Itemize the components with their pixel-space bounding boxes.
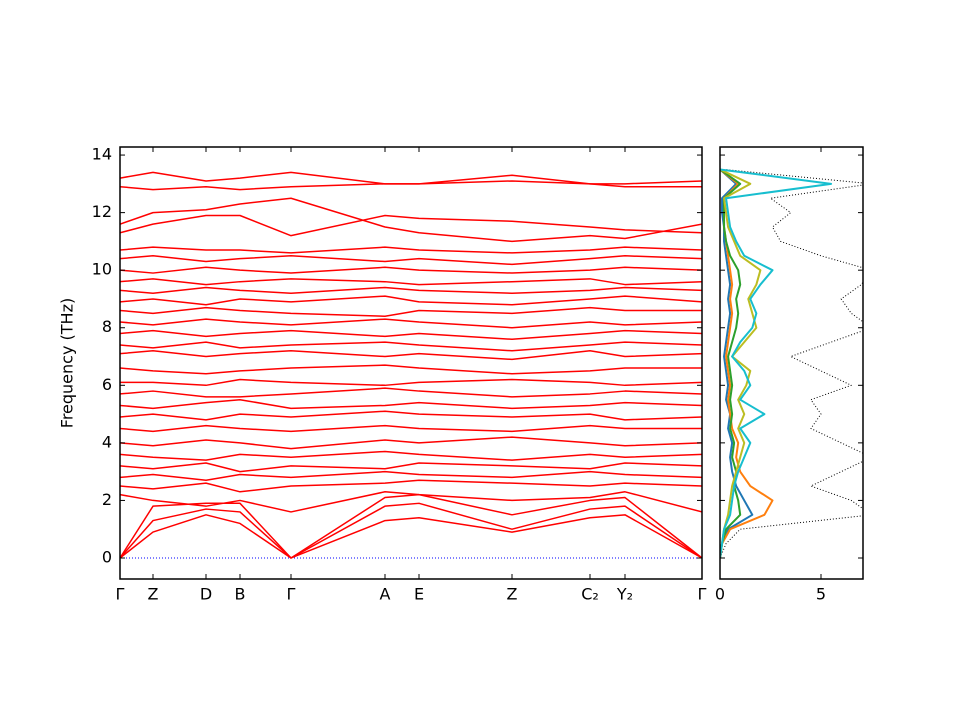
x-tick-label: 5 — [816, 585, 826, 604]
band-line — [120, 491, 702, 513]
band-line — [120, 214, 702, 237]
x-tick-label: Γ — [116, 585, 125, 604]
x-tick-label: B — [235, 585, 246, 604]
band-line — [120, 350, 702, 361]
band-line — [120, 424, 702, 433]
x-tick-label: Γ — [287, 585, 296, 604]
axes-frame — [719, 146, 864, 580]
band-line — [120, 329, 702, 341]
band-line — [120, 306, 702, 317]
y-tick-label: 10 — [92, 260, 112, 279]
dos-line — [720, 168, 742, 559]
band-line — [120, 479, 702, 493]
x-tick-label: D — [200, 585, 212, 604]
band-line — [120, 410, 702, 421]
x-tick-label: C₂ — [581, 585, 599, 604]
dos-line — [720, 168, 762, 559]
y-tick-label: 14 — [92, 145, 112, 164]
y-tick-label: 12 — [92, 202, 112, 221]
x-tick-label: Z — [148, 585, 159, 604]
band-line — [120, 502, 702, 559]
band-line — [120, 266, 702, 274]
band-line — [120, 514, 702, 559]
y-tick-label: 2 — [102, 490, 112, 509]
band-line — [120, 341, 702, 352]
x-tick-label: Z — [507, 585, 518, 604]
y-axis-label: Frequency (THz) — [58, 298, 77, 428]
band-line — [120, 462, 702, 473]
x-tick-label: A — [380, 585, 391, 604]
x-tick-label: Γ — [698, 585, 707, 604]
x-tick-label: 0 — [715, 585, 725, 604]
band-line — [120, 364, 702, 375]
band-line — [120, 318, 702, 329]
y-tick-label: 8 — [102, 317, 112, 336]
band-line — [120, 286, 702, 294]
band-line — [120, 378, 702, 387]
band-line — [120, 398, 702, 410]
band-line — [120, 436, 702, 450]
axes-frame — [119, 146, 703, 580]
band-line — [120, 180, 702, 191]
band-line — [120, 450, 702, 461]
band-line — [120, 470, 702, 482]
dos-line — [720, 168, 833, 559]
band-line — [120, 197, 702, 243]
band-line — [120, 295, 702, 306]
y-tick-label: 6 — [102, 375, 112, 394]
x-tick-label: Y₂ — [616, 585, 633, 604]
y-tick-label: 0 — [102, 547, 112, 566]
plot-area — [120, 171, 702, 559]
band-line — [120, 171, 702, 185]
band-line — [120, 387, 702, 398]
band-line — [120, 246, 702, 254]
y-tick-label: 4 — [102, 432, 112, 451]
band-line — [120, 255, 702, 266]
plot-area — [720, 168, 863, 559]
x-tick-label: E — [414, 585, 424, 604]
band-line — [120, 278, 702, 286]
dos-line — [720, 168, 754, 559]
dos-line — [720, 168, 863, 559]
